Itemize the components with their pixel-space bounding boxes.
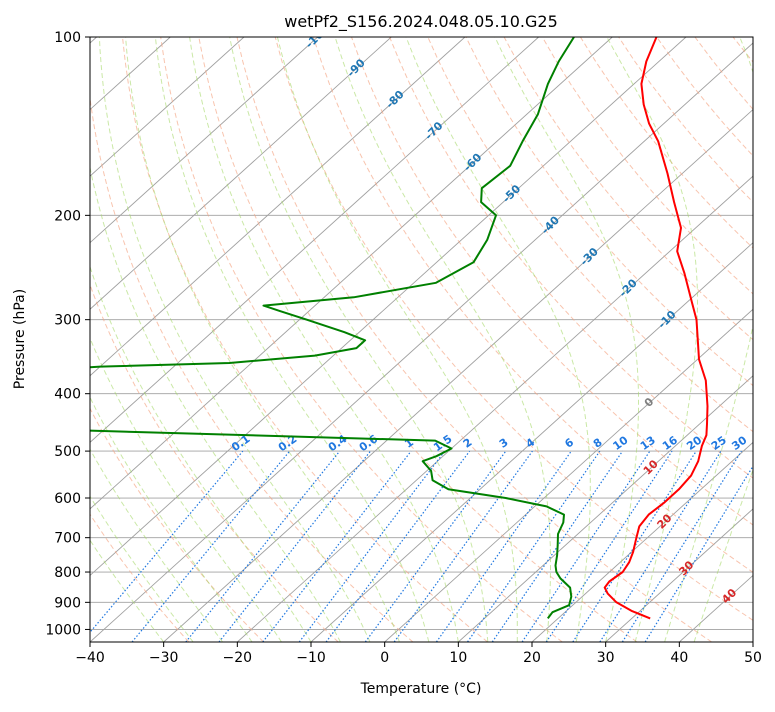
mixing-ratio-line (132, 451, 290, 642)
mixing-ratio-label: 3 (497, 436, 511, 451)
dry-adiabat-line (504, 37, 775, 642)
y-tick-label: 800 (54, 565, 81, 581)
moist-adiabat-line (126, 37, 400, 642)
mixing-ratio-line (82, 451, 243, 642)
isotherm-line (0, 37, 539, 642)
x-axis-label: Temperature (°C) (360, 681, 482, 697)
y-tick-label: 100 (54, 30, 81, 46)
mixing-ratio-label: 25 (709, 433, 729, 452)
profile-series (0, 37, 708, 618)
mixing-ratio-label: 2 (461, 436, 475, 451)
y-axis-label: Pressure (hPa) (12, 289, 28, 389)
moist-adiabat-line (230, 37, 488, 642)
y-tick-label: 900 (54, 595, 81, 611)
isotherm-line (532, 37, 775, 642)
x-tick-label: 20 (523, 650, 541, 666)
y-tick-label: 300 (54, 313, 81, 329)
x-tick-label: −40 (75, 650, 105, 666)
x-tick-label: −10 (296, 650, 326, 666)
moist-adiabat-line (155, 37, 429, 642)
isotherm-line (0, 37, 465, 642)
y-tick-label: 500 (54, 444, 81, 460)
y-tick-label: 1000 (45, 622, 81, 638)
x-tick-label: −20 (223, 650, 253, 666)
dry-adiabat-line (8, 37, 264, 642)
y-tick-label: 200 (54, 208, 81, 224)
x-tick-label: 40 (670, 650, 688, 666)
moist-adiabat-line (34, 37, 281, 642)
y-tick-label: 600 (54, 491, 81, 507)
dry-adiabat-line (352, 37, 775, 642)
mixing-ratio-label: 10 (611, 433, 631, 453)
mixing-ratio-line (546, 451, 672, 642)
isotherm-line (90, 37, 760, 642)
plot-frame (90, 37, 753, 642)
moist-adiabat-line (0, 37, 193, 642)
chart-title: wetPf2_S156.2024.048.05.10.G25 (284, 12, 558, 32)
moist-adiabat-line (665, 37, 771, 642)
x-tick-label: 30 (597, 650, 615, 666)
x-tick-label: 50 (744, 650, 762, 666)
mixing-ratio-label: 16 (660, 433, 680, 453)
isotherm-line (753, 37, 775, 642)
dry-adiabat-line (657, 37, 775, 642)
mixing-ratio-label: 6 (562, 436, 576, 451)
x-axis-ticks: −40 −30 −20 −10 0 10 20 30 40 50 (75, 642, 762, 666)
moist-adiabat-line (190, 37, 459, 642)
mixing-ratio-line (186, 451, 340, 642)
isotherm-line (164, 37, 775, 642)
mixing-ratio-line (299, 451, 445, 642)
y-axis-ticks: 100 200 300 400 500 600 700 800 900 1000 (45, 30, 90, 638)
mixing-ratio-label: 8 (591, 436, 605, 451)
moist-adiabat-line (277, 37, 517, 642)
x-tick-label: 0 (380, 650, 389, 666)
mixing-ratio-line (263, 451, 411, 642)
isotherm-lines (0, 37, 775, 642)
dry-adiabat-line (695, 37, 775, 642)
x-tick-label: −30 (149, 650, 179, 666)
y-tick-label: 400 (54, 387, 81, 403)
y-tick-label: 700 (54, 531, 81, 547)
isobar-gridlines (90, 37, 753, 629)
x-tick-label: 10 (449, 650, 467, 666)
dewpoint-profile-line (0, 37, 574, 618)
mixing-ratio-label: 1 (402, 436, 416, 451)
isotherm-line (0, 37, 244, 642)
mixing-ratio-line (600, 451, 721, 642)
dry-adiabat-line (771, 37, 775, 642)
moist-adiabat-line (0, 37, 223, 642)
mixing-ratio-line (645, 451, 762, 642)
isotherm-line (16, 37, 686, 642)
dry-adiabat-line (733, 37, 775, 642)
dry-adiabat-line (580, 37, 775, 642)
isotherm-line (0, 37, 391, 642)
moist-adiabat-line (99, 37, 370, 642)
mixing-ratio-line (394, 451, 532, 642)
mixing-ratio-lines (82, 451, 762, 642)
mixing-ratio-label: 30 (729, 433, 749, 453)
